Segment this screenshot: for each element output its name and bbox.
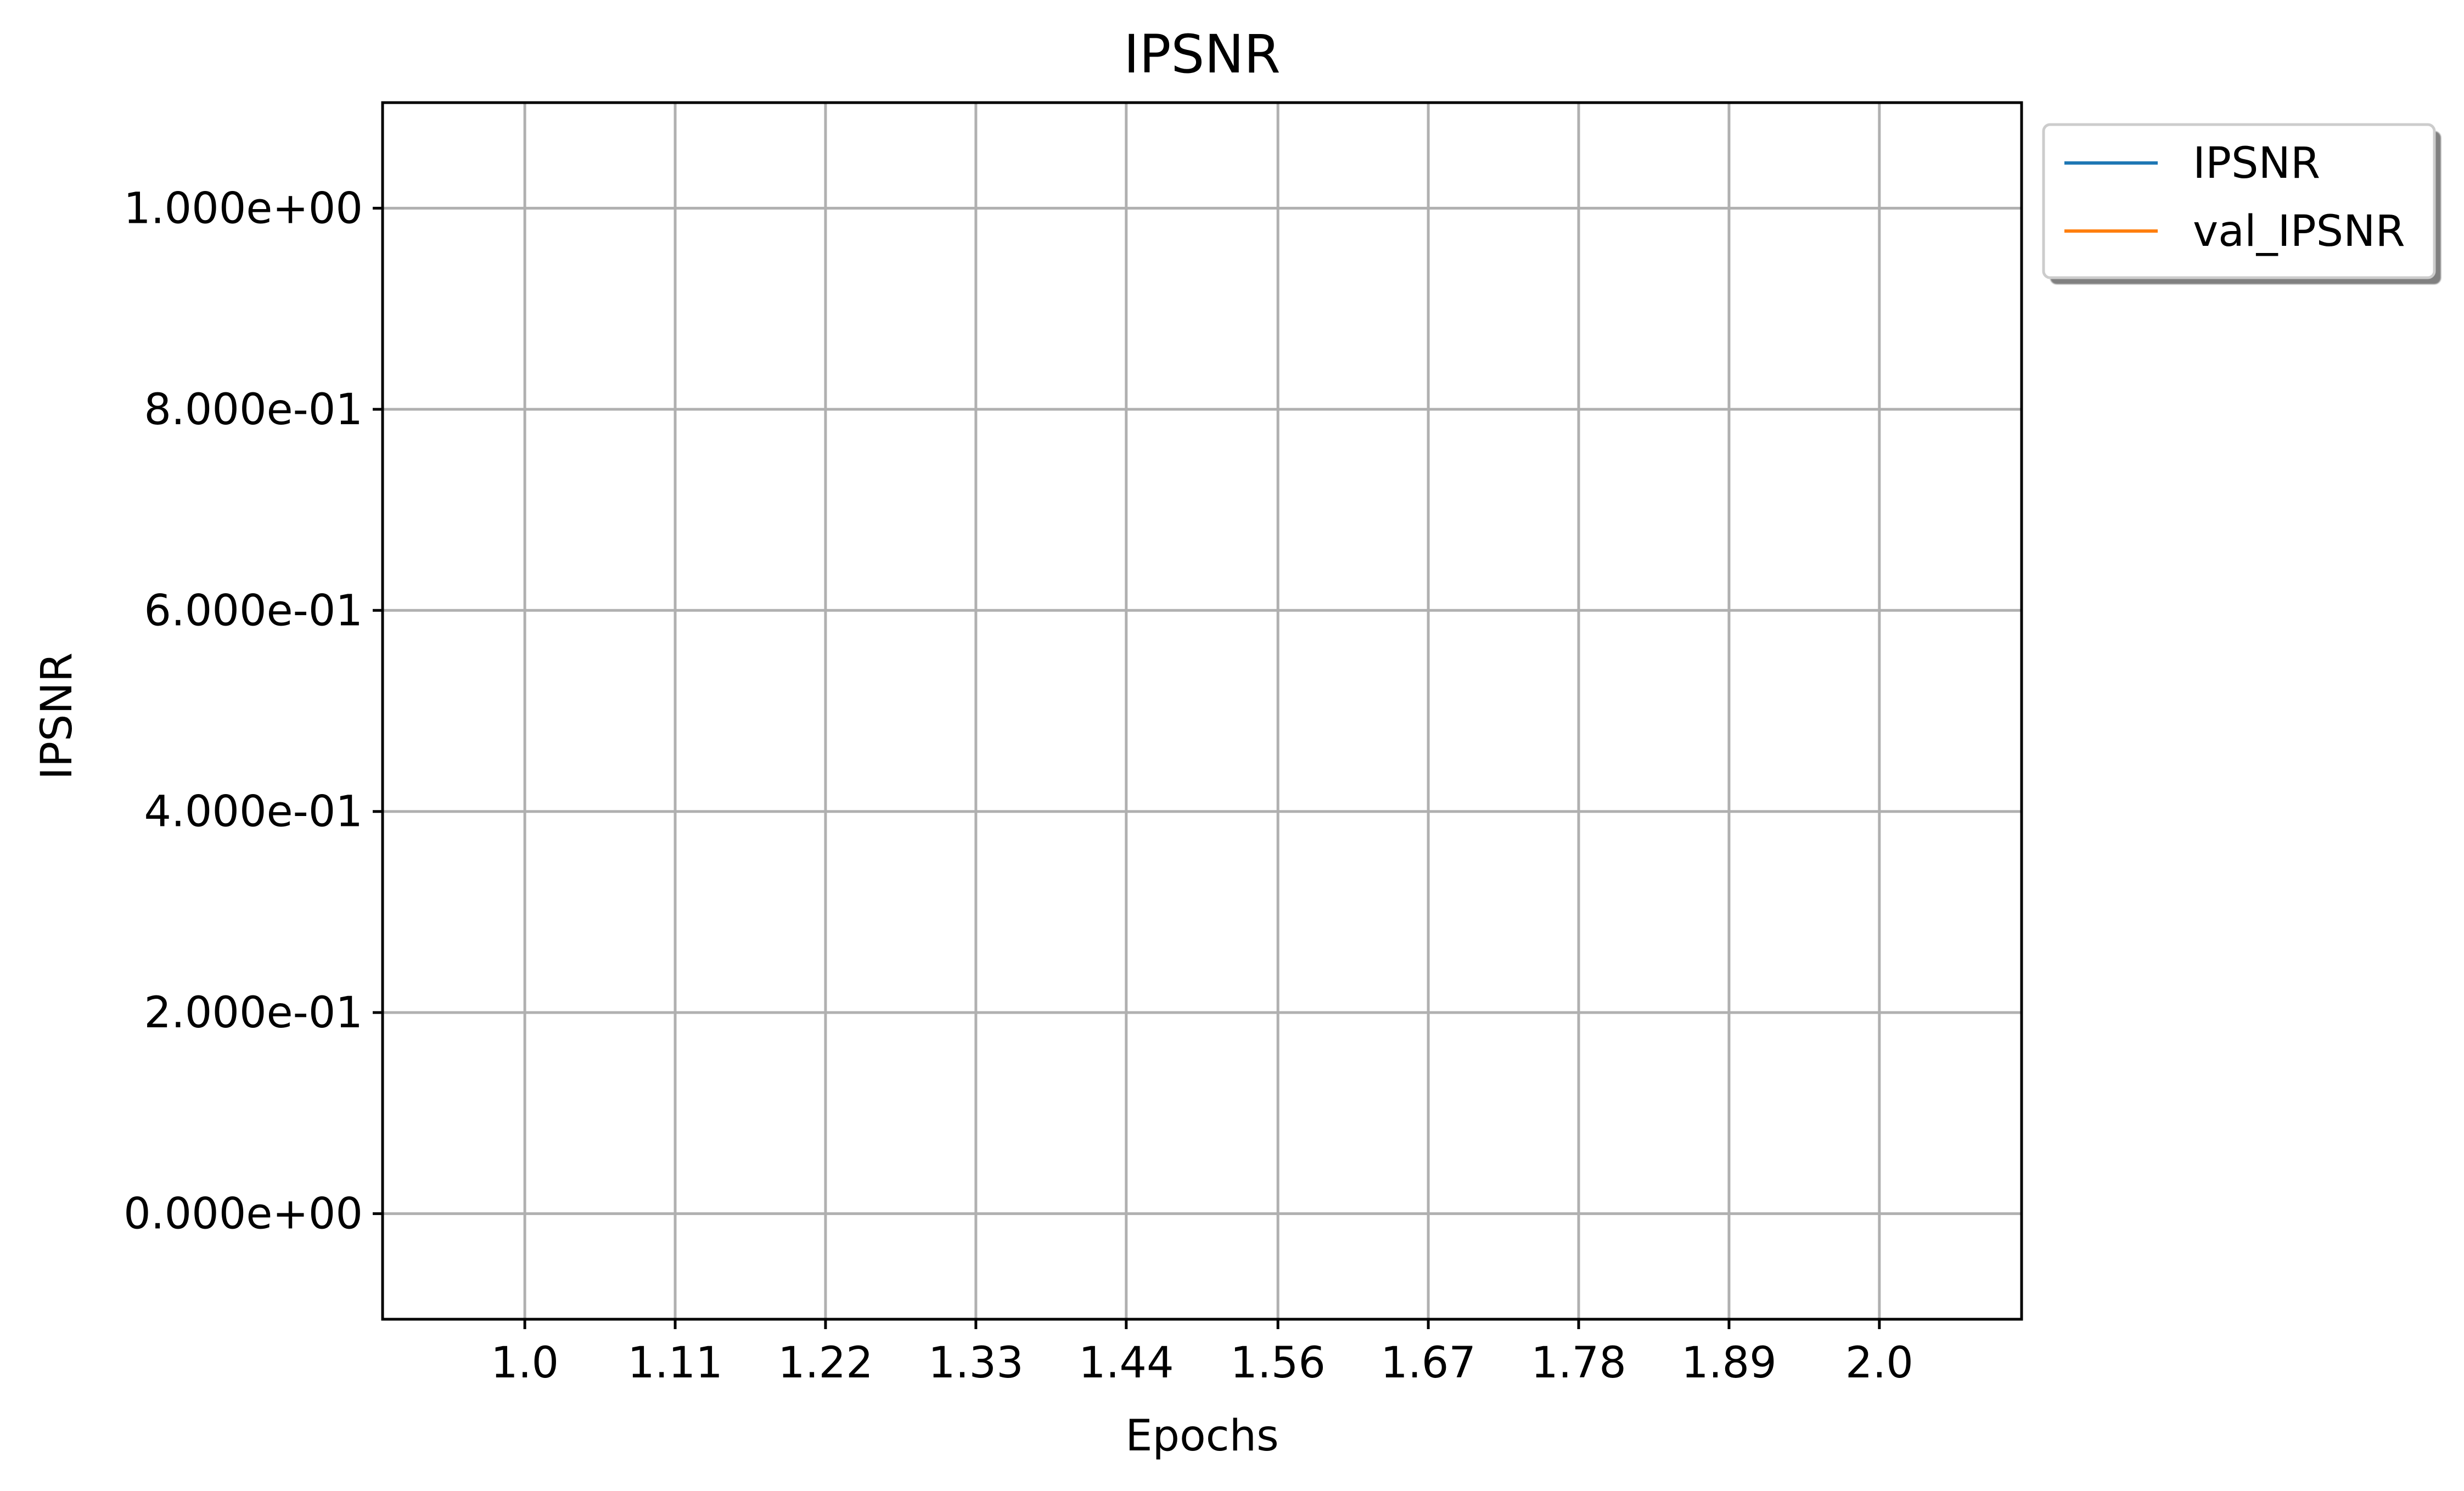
x-tick-label: 1.33 [928, 1338, 1024, 1388]
chart-title: IPSNR [1124, 24, 1281, 85]
y-tick-label: 4.000e-01 [144, 787, 363, 837]
y-tick-label: 1.000e+00 [124, 184, 363, 233]
legend-label: IPSNR [2193, 139, 2320, 188]
x-tick-label: 1.67 [1380, 1338, 1476, 1388]
y-tick-label: 6.000e-01 [144, 586, 363, 635]
legend-label: val_IPSNR [2193, 207, 2405, 256]
y-axis-label: IPSNR [32, 652, 82, 780]
x-axis: 1.0 1.11 1.22 1.33 1.44 1.56 1.67 1.78 1.89 2.0 [491, 1319, 1913, 1388]
x-axis-label: Epochs [1125, 1411, 1278, 1461]
x-tick-label: 1.11 [627, 1338, 723, 1388]
y-tick-label: 8.000e-01 [144, 385, 363, 435]
legend: IPSNR val_IPSNR [2042, 123, 2441, 284]
y-axis: 0.000e+00 2.000e-01 4.000e-01 6.000e-01 8.00… [124, 184, 383, 1239]
x-tick-label: 2.0 [1845, 1338, 1913, 1388]
x-tick-label: 1.0 [491, 1338, 559, 1388]
x-tick-label: 1.56 [1230, 1338, 1326, 1388]
plot-area-frame [381, 101, 2023, 1321]
grid [383, 103, 2022, 1319]
x-tick-label: 1.22 [778, 1338, 873, 1388]
y-tick-label: 0.000e+00 [124, 1190, 363, 1239]
y-tick-label: 2.000e-01 [144, 988, 363, 1038]
x-tick-label: 1.78 [1531, 1338, 1626, 1388]
x-tick-label: 1.44 [1079, 1338, 1174, 1388]
x-tick-label: 1.89 [1681, 1338, 1777, 1388]
